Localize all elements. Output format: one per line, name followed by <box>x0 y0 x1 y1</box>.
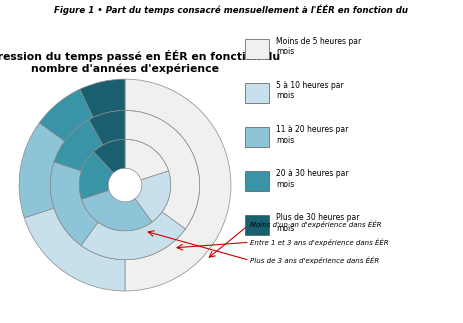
Text: Plus de 3 ans d'expérience dans ÉÉR: Plus de 3 ans d'expérience dans ÉÉR <box>250 256 379 264</box>
Wedge shape <box>81 190 152 231</box>
Bar <box>245 83 269 103</box>
Text: Figure 1 • Part du temps consacré mensuellement à l'ÉÉR en fonction du: Figure 1 • Part du temps consacré mensue… <box>55 5 408 16</box>
Text: Progression du temps passé en ÉÉR en fonction du
nombre d'années d'expérience: Progression du temps passé en ÉÉR en fon… <box>0 50 281 74</box>
Bar <box>245 171 269 191</box>
Wedge shape <box>125 110 200 229</box>
Wedge shape <box>125 139 169 180</box>
Wedge shape <box>39 89 93 141</box>
Wedge shape <box>79 152 113 199</box>
Wedge shape <box>54 120 103 171</box>
Text: 11 à 20 heures par
mois: 11 à 20 heures par mois <box>276 125 348 145</box>
Text: Moins de 5 heures par
mois: Moins de 5 heures par mois <box>276 37 361 57</box>
Text: 5 à 10 heures par
mois: 5 à 10 heures par mois <box>276 81 344 100</box>
Wedge shape <box>94 139 125 173</box>
Bar <box>245 215 269 235</box>
Bar <box>245 127 269 147</box>
Text: Moins d'un an d'expérience dans ÉÉR: Moins d'un an d'expérience dans ÉÉR <box>250 220 381 228</box>
Text: 20 à 30 heures par
mois: 20 à 30 heures par mois <box>276 169 349 189</box>
Wedge shape <box>80 79 125 118</box>
Wedge shape <box>135 171 171 222</box>
Wedge shape <box>81 212 185 260</box>
Wedge shape <box>50 162 98 245</box>
Wedge shape <box>19 123 65 218</box>
Wedge shape <box>89 110 125 145</box>
Wedge shape <box>125 79 231 291</box>
Text: Plus de 30 heures par
mois: Plus de 30 heures par mois <box>276 213 359 233</box>
Bar <box>245 39 269 59</box>
Text: Entre 1 et 3 ans d'expérience dans ÉÉR: Entre 1 et 3 ans d'expérience dans ÉÉR <box>250 238 388 246</box>
Wedge shape <box>24 208 125 291</box>
